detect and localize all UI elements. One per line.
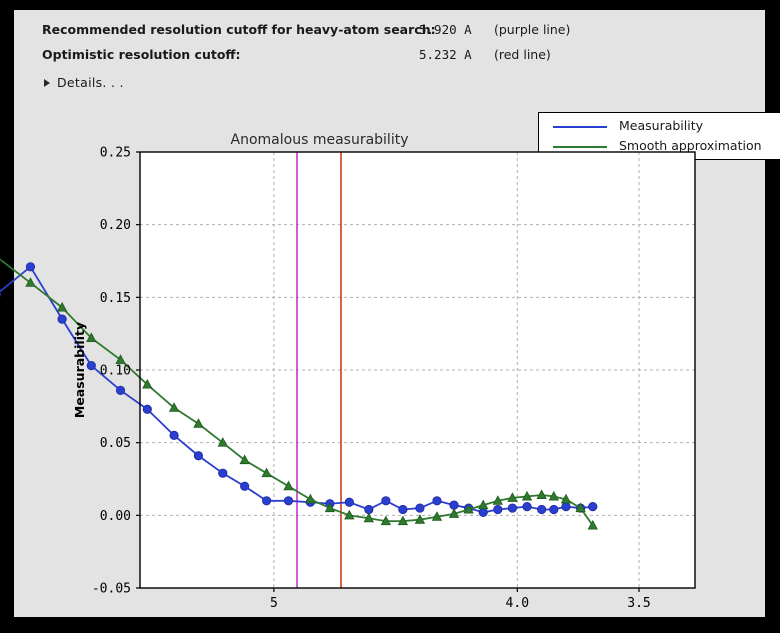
datapoint-smooth-2	[0, 257, 2, 261]
chart-legend: Measurability Smooth approximation	[538, 112, 780, 160]
legend-swatch-measurability	[553, 126, 607, 128]
optimistic-cutoff-label: Optimistic resolution cutoff:	[42, 47, 241, 62]
legend-label-measurability: Measurability	[619, 118, 704, 133]
legend-item-measurability: Measurability	[539, 117, 780, 137]
recommended-cutoff-value: 5.920 A	[419, 22, 472, 37]
triangle-right-icon	[44, 78, 50, 87]
recommended-cutoff-note: (purple line)	[494, 22, 571, 37]
optimistic-cutoff-row: Optimistic resolution cutoff:	[42, 47, 241, 62]
recommended-cutoff-label: Recommended resolution cutoff for heavy-…	[42, 22, 436, 37]
legend-label-smooth-approximation: Smooth approximation	[619, 138, 762, 153]
results-panel: Recommended resolution cutoff for heavy-…	[14, 10, 780, 617]
datapoint-measurability-2	[0, 291, 1, 298]
x-axis-title: Resolution	[380, 616, 455, 631]
recommended-cutoff-row: Recommended resolution cutoff for heavy-…	[42, 22, 436, 37]
optimistic-cutoff-value: 5.232 A	[419, 47, 472, 62]
optimistic-cutoff-note: (red line)	[494, 47, 551, 62]
details-disclosure[interactable]: Details. . .	[44, 75, 124, 90]
details-label: Details. . .	[57, 75, 124, 90]
legend-swatch-smooth-approximation	[553, 146, 607, 148]
legend-item-smooth-approximation: Smooth approximation	[539, 137, 780, 157]
